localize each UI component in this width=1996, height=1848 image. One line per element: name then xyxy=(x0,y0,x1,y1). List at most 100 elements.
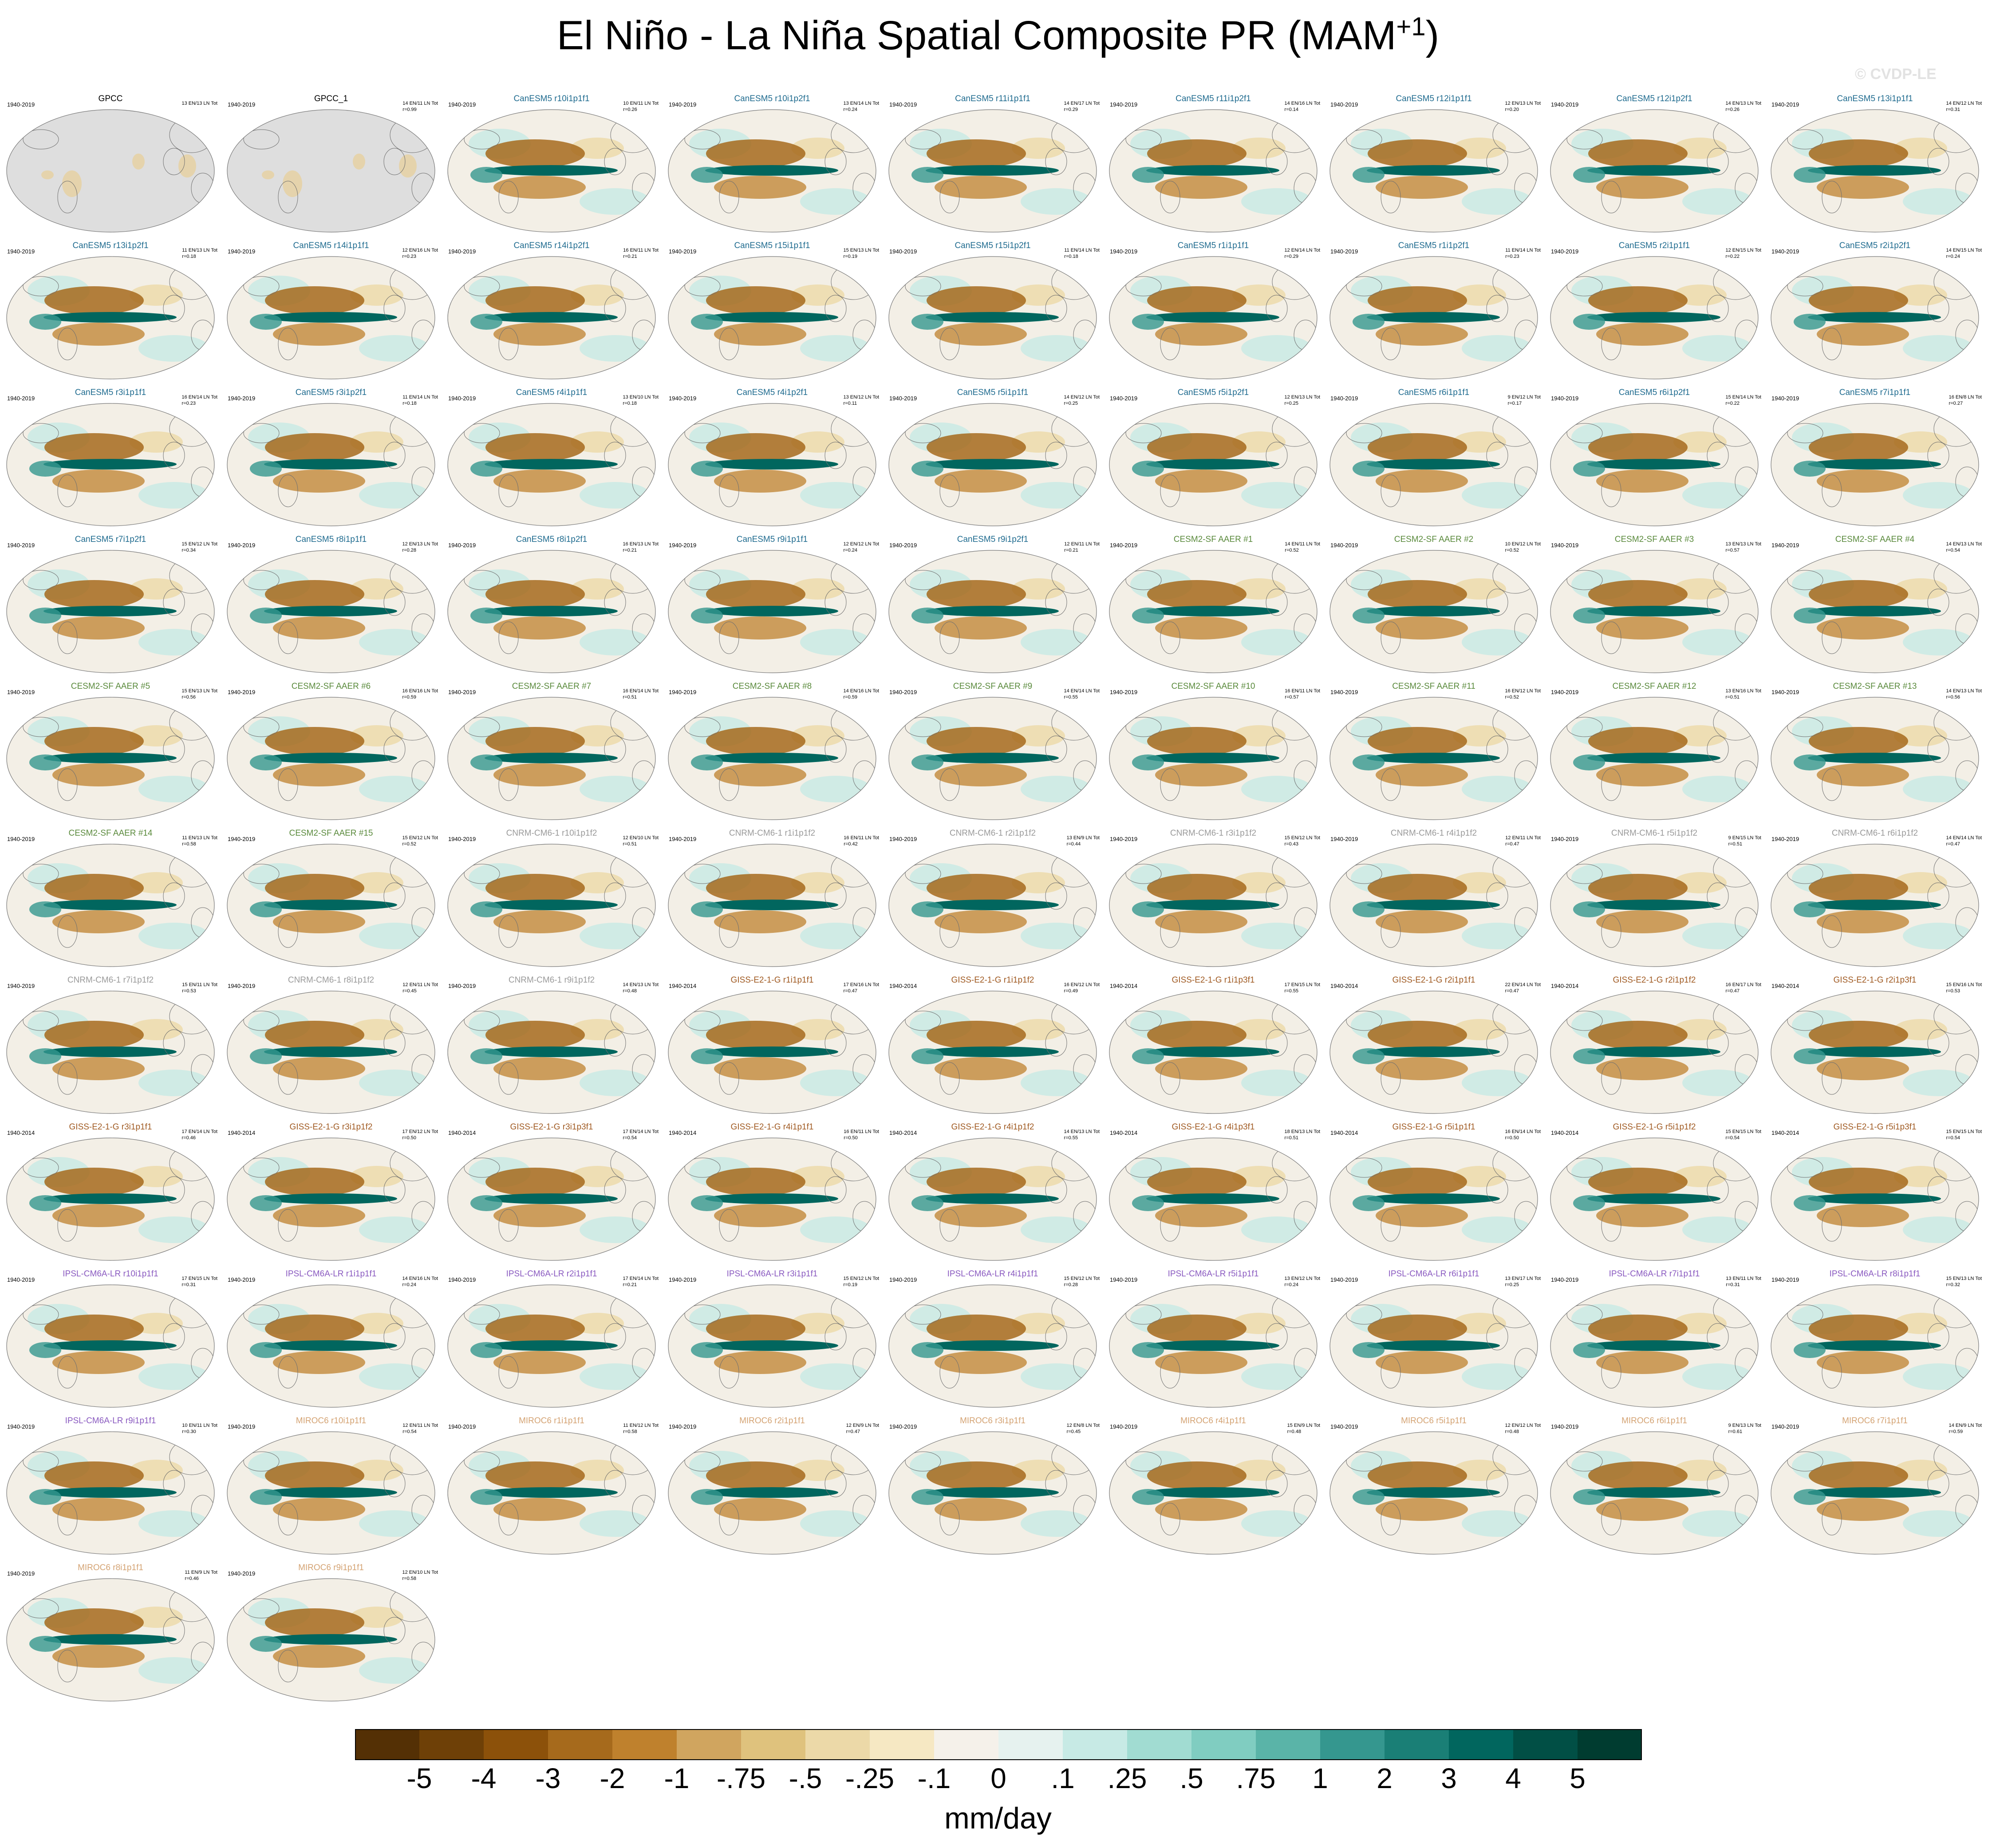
panel-period: 1940-2019 xyxy=(1110,836,1138,842)
panel-stats-line: r=0.54 xyxy=(1946,1135,1960,1141)
map-panel: IPSL-CM6A-LR r5i1p1f1 1940-2019 13 EN/12 L… xyxy=(1103,1269,1324,1418)
panel-title: CESM2-SF AAER #5 xyxy=(71,682,150,691)
panel-title: CanESM5 r11i1p2f1 xyxy=(1176,94,1251,103)
panel-stats-line: 12 EN/13 LN Tot xyxy=(1284,395,1320,400)
map-panel: GISS-E2-1-G r3i1p3f1 1940-2014 17 EN/14 LN… xyxy=(441,1122,662,1271)
map-panel: GISS-E2-1-G r5i1p1f2 1940-2014 15 EN/15 LN… xyxy=(1544,1122,1765,1271)
panel-stats-line: r=0.99 xyxy=(402,107,417,112)
panel-period: 1940-2019 xyxy=(228,101,256,108)
map-panel: GISS-E2-1-G r1i1p1f2 1940-2014 16 EN/12 LN… xyxy=(882,975,1103,1125)
panel-period: 1940-2019 xyxy=(448,689,476,695)
panel-stats-line: 15 EN/16 LN Tot xyxy=(1946,982,1982,987)
panel-stats-line: r=0.25 xyxy=(1284,401,1298,406)
panel-period: 1940-2019 xyxy=(1110,542,1138,549)
panel-period: 1940-2019 xyxy=(1330,689,1358,695)
map-panel: CanESM5 r14i1p1f1 1940-2019 12 EN/16 LN To… xyxy=(221,241,442,390)
map-panel: CanESM5 r2i1p1f1 1940-2019 12 EN/15 LN Tot… xyxy=(1544,241,1765,390)
map-panel: CanESM5 r11i1p2f1 1940-2019 14 EN/16 LN To… xyxy=(1103,94,1324,243)
panel-stats: 17 EN/14 LN Tot r=0.46 xyxy=(181,1129,217,1141)
panel-stats: 16 EN/11 LN Tot r=0.50 xyxy=(844,1129,879,1141)
panel-stats-line: r=0.22 xyxy=(1725,254,1740,259)
composite-map xyxy=(668,844,876,967)
map-panel: CESM2-SF AAER #4 1940-2019 14 EN/13 LN Tot… xyxy=(1764,535,1985,684)
panel-stats: 16 EN/11 LN Tot r=0.21 xyxy=(623,247,659,260)
panel-stats-line: 12 EN/13 LN Tot xyxy=(402,541,438,547)
composite-map xyxy=(227,991,435,1114)
panel-stats: 11 EN/13 LN Tot r=0.18 xyxy=(182,247,217,260)
panel-period: 1940-2019 xyxy=(1330,836,1358,842)
map-panel: CESM2-SF AAER #10 1940-2019 16 EN/11 LN To… xyxy=(1103,682,1324,831)
composite-map xyxy=(227,1137,435,1261)
panel-stats: 15 EN/12 LN Tot r=0.52 xyxy=(402,835,438,847)
panel-period: 1940-2019 xyxy=(1771,395,1799,402)
panel-title: CanESM5 r4i1p1f1 xyxy=(516,388,588,397)
panel-title: CESM2-SF AAER #11 xyxy=(1392,682,1475,691)
panel-stats: 17 EN/12 LN Tot r=0.50 xyxy=(402,1129,438,1141)
composite-map xyxy=(1771,844,1979,967)
panel-period: 1940-2019 xyxy=(7,1423,35,1430)
panel-stats-line: r=0.50 xyxy=(1505,1135,1519,1141)
panel-stats-line: 16 EN/13 LN Tot xyxy=(623,541,659,547)
panel-stats: 11 EN/9 LN Tot r=0.46 xyxy=(185,1569,217,1582)
panel-title: GISS-E2-1-G r3i1p3f1 xyxy=(510,1122,593,1132)
panel-title: CanESM5 r10i1p1f1 xyxy=(513,94,590,103)
map-panel: GISS-E2-1-G r2i1p3f1 1940-2014 15 EN/16 LN… xyxy=(1764,975,1985,1125)
composite-map xyxy=(227,844,435,967)
panel-period: 1940-2019 xyxy=(669,542,697,549)
panel-stats-line: 15 EN/15 LN Tot xyxy=(1946,1129,1982,1134)
panel-stats-line: r=0.32 xyxy=(1946,1282,1960,1287)
panel-period: 1940-2019 xyxy=(448,395,476,402)
panel-period: 1940-2019 xyxy=(7,395,35,402)
panel-stats-line: r=0.47 xyxy=(1505,988,1519,994)
panel-period: 1940-2019 xyxy=(7,836,35,842)
panel-period: 1940-2014 xyxy=(889,1129,917,1136)
panel-period: 1940-2014 xyxy=(1551,983,1579,989)
panel-stats-line: r=0.53 xyxy=(1946,988,1960,994)
panel-stats-line: 15 EN/15 LN Tot xyxy=(1725,1129,1761,1134)
composite-map xyxy=(1771,550,1979,673)
panel-stats-line: r=0.23 xyxy=(1505,254,1519,259)
map-panel: CNRM-CM6-1 r5i1p1f2 1940-2019 9 EN/15 LN T… xyxy=(1544,829,1765,978)
panel-stats: 16 EN/11 LN Tot r=0.42 xyxy=(844,835,879,847)
panel-period: 1940-2019 xyxy=(889,689,917,695)
panel-stats-line: 12 EN/12 LN Tot xyxy=(843,541,879,547)
panel-stats-line: r=0.46 xyxy=(185,1576,199,1581)
panel-stats-line: 17 EN/16 LN Tot xyxy=(843,982,879,987)
panel-stats-line: r=0.25 xyxy=(1505,1282,1519,1287)
map-panel: IPSL-CM6A-LR r4i1p1f1 1940-2019 15 EN/12 L… xyxy=(882,1269,1103,1418)
panel-stats: 17 EN/16 LN Tot r=0.47 xyxy=(843,982,879,994)
composite-map xyxy=(1329,697,1538,820)
panel-stats-line: 11 EN/14 LN Tot xyxy=(1064,248,1100,253)
panel-period: 1940-2014 xyxy=(669,983,697,989)
map-panel: CNRM-CM6-1 r3i1p1f2 1940-2019 15 EN/12 LN … xyxy=(1103,829,1324,978)
panel-stats-line: 11 EN/9 LN Tot xyxy=(185,1570,217,1575)
composite-map xyxy=(227,1284,435,1408)
panel-stats: 13 EN/10 LN Tot r=0.18 xyxy=(623,394,659,407)
map-panel: MIROC6 r8i1p1f1 1940-2019 11 EN/9 LN Tot r=… xyxy=(0,1563,221,1712)
panel-stats: 12 EN/13 LN Tot r=0.20 xyxy=(1505,100,1541,113)
panel-period: 1940-2014 xyxy=(889,983,917,989)
panel-period: 1940-2014 xyxy=(7,1129,35,1136)
panel-stats-line: 17 EN/15 LN Tot xyxy=(181,1276,217,1281)
panel-stats-line: r=0.29 xyxy=(1284,254,1298,259)
panel-stats-line: 11 EN/12 LN Tot xyxy=(623,1423,659,1428)
composite-map xyxy=(1329,1137,1538,1261)
panel-stats: 15 EN/12 LN Tot r=0.28 xyxy=(1064,1275,1100,1288)
panel-stats-line: 15 EN/13 LN Tot xyxy=(1946,1276,1982,1281)
panel-period: 1940-2019 xyxy=(448,542,476,549)
map-panel: GPCC 1940-2019 13 EN/13 LN Tot xyxy=(0,94,221,243)
panel-stats-line: r=0.51 xyxy=(623,841,637,847)
map-panel: CNRM-CM6-1 r9i1p1f2 1940-2019 14 EN/13 LN … xyxy=(441,975,662,1125)
panel-period: 1940-2019 xyxy=(1551,395,1579,402)
map-panel: CanESM5 r9i1p1f1 1940-2019 12 EN/12 LN Tot… xyxy=(662,535,883,684)
panel-stats: 14 EN/13 LN Tot r=0.26 xyxy=(1725,100,1761,113)
panel-title: CNRM-CM6-1 r10i1p1f2 xyxy=(506,829,597,838)
panel-title: MIROC6 r4i1p1f1 xyxy=(1180,1416,1246,1425)
panel-stats-line: r=0.47 xyxy=(846,1429,860,1434)
panel-stats: 15 EN/15 LN Tot r=0.54 xyxy=(1946,1129,1982,1141)
panel-stats-line: 12 EN/11 LN Tot xyxy=(1505,835,1541,841)
panel-title: IPSL-CM6A-LR r9i1p1f1 xyxy=(65,1416,156,1425)
panel-title: CESM2-SF AAER #4 xyxy=(1835,535,1915,544)
panel-period: 1940-2019 xyxy=(1110,1423,1138,1430)
panel-title: CanESM5 r15i1p1f1 xyxy=(734,241,810,250)
